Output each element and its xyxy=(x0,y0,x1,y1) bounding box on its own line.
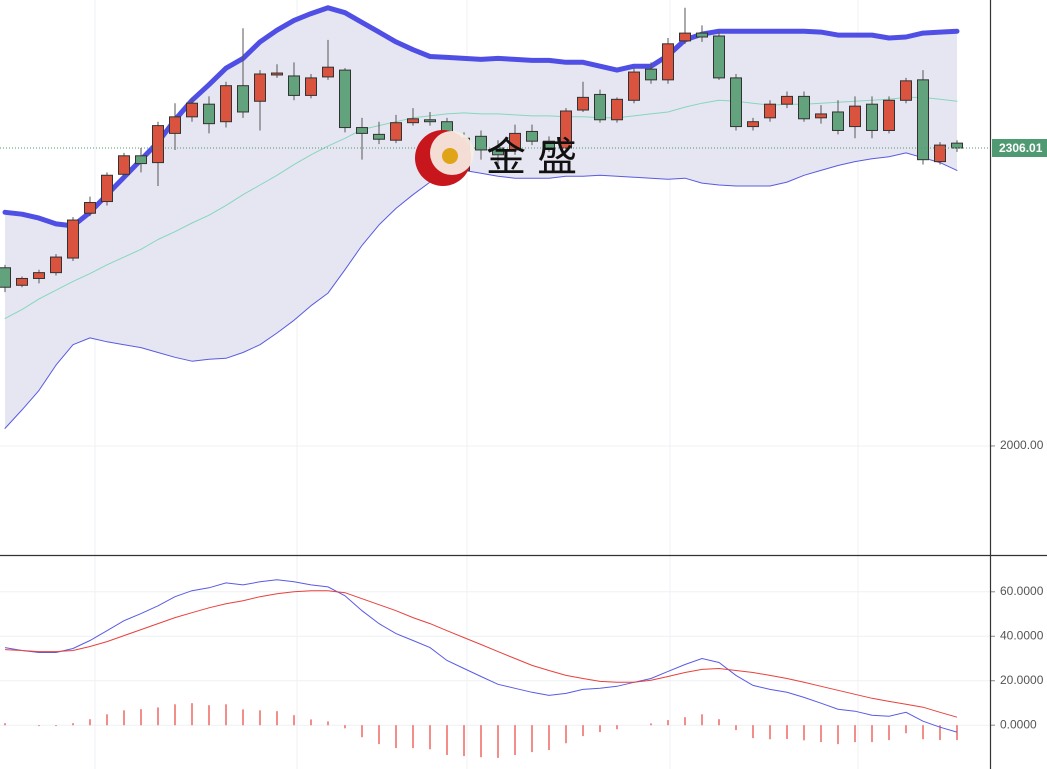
candle-body xyxy=(764,103,776,119)
y-tick-label: 60.0000 xyxy=(1000,584,1044,598)
y-tick-label: 0.0000 xyxy=(1000,717,1037,731)
candle-body xyxy=(254,73,266,102)
candle-body xyxy=(832,111,844,131)
candle-body xyxy=(900,80,912,101)
candle-body xyxy=(628,71,640,101)
last-price-tag xyxy=(992,138,1047,157)
candle-body xyxy=(50,256,62,274)
candle-body xyxy=(169,116,181,134)
candle-body xyxy=(118,155,130,175)
candle-body xyxy=(730,77,742,128)
candle-body xyxy=(934,144,946,163)
candle-body xyxy=(560,110,572,149)
indicator-line xyxy=(4,579,958,733)
last-price-label: 2306.01 xyxy=(999,141,1043,155)
candle-body xyxy=(220,85,232,123)
candle-body xyxy=(271,72,283,76)
candle-body xyxy=(526,130,538,142)
logo-ball xyxy=(442,148,458,164)
candle-body xyxy=(645,68,657,81)
candle-body xyxy=(951,142,963,149)
candle-body xyxy=(16,277,28,286)
candle-body xyxy=(662,43,674,81)
candle-body xyxy=(594,93,606,121)
candle-body xyxy=(713,35,725,79)
y-tick-label: 2000.00 xyxy=(1000,438,1044,452)
candle-body xyxy=(152,125,164,164)
candle-body xyxy=(696,32,708,38)
candle-body xyxy=(849,105,861,128)
candle-body xyxy=(305,77,317,96)
candle-body xyxy=(67,219,79,259)
candle-body xyxy=(781,95,793,105)
watermark-text: 金 盛 xyxy=(486,136,577,180)
candle-body xyxy=(33,272,45,279)
candle-body xyxy=(0,267,11,288)
candle-body xyxy=(679,32,691,42)
candle-body xyxy=(84,202,96,214)
candle-body xyxy=(339,69,351,129)
y-tick-label: 40.0000 xyxy=(1000,628,1044,642)
candle-body xyxy=(747,121,759,128)
candle-body xyxy=(798,95,810,120)
band-line xyxy=(4,152,958,429)
candle-body xyxy=(322,66,334,78)
candle-body xyxy=(237,85,249,113)
candle-body xyxy=(883,99,895,131)
candle-body xyxy=(917,79,929,161)
candle-body xyxy=(577,96,589,111)
candle-body xyxy=(186,102,198,118)
candle-body xyxy=(815,113,827,119)
indicator-line xyxy=(4,590,958,718)
candle-body xyxy=(475,135,487,151)
candle-body xyxy=(356,127,368,134)
candle-body xyxy=(407,118,419,124)
watermark: 金 盛 xyxy=(415,130,577,186)
candle-body xyxy=(203,103,215,125)
candle-body xyxy=(611,98,623,121)
candle-body xyxy=(135,155,147,165)
candle-body xyxy=(509,132,521,151)
candle-body xyxy=(866,103,878,131)
y-tick-label: 20.0000 xyxy=(1000,673,1044,687)
candle-body xyxy=(390,122,402,141)
candle-body xyxy=(288,75,300,96)
candle-body xyxy=(424,119,436,123)
candle-body xyxy=(373,133,385,140)
candle-body xyxy=(101,174,113,203)
